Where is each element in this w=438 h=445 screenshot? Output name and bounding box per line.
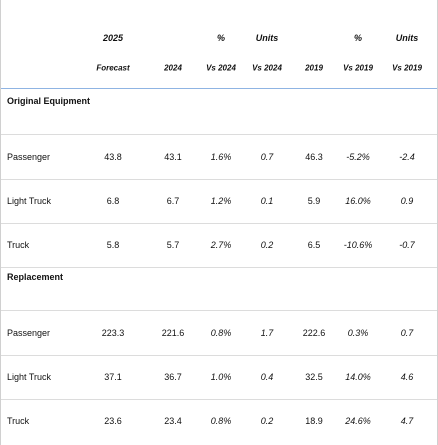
- table-cell: 221.6: [161, 328, 185, 338]
- table-cell: 16.0%: [345, 196, 371, 206]
- table-cell: 223.3: [101, 328, 125, 338]
- row-rule: [1, 399, 437, 400]
- table-cell: 0.4: [260, 372, 274, 382]
- row-rule: [1, 267, 437, 268]
- header-cell: 2025: [102, 33, 124, 43]
- table-cell: 222.6: [302, 328, 326, 338]
- table-cell: 5.9: [307, 196, 321, 206]
- row-label: Truck: [7, 240, 30, 250]
- row-label: Light Truck: [7, 372, 52, 382]
- header-cell: Forecast: [96, 63, 130, 73]
- row-rule: [1, 223, 437, 224]
- table-cell: 43.8: [104, 152, 122, 162]
- table-cell: 0.7: [400, 328, 414, 338]
- row-label: Passenger: [7, 328, 51, 338]
- table-cell: 37.1: [104, 372, 122, 382]
- table-cell: 0.7: [260, 152, 274, 162]
- table-cell: 0.2: [260, 416, 274, 426]
- header-cell: Vs 2019: [343, 63, 373, 73]
- table-cell: 6.8: [106, 196, 120, 206]
- header-cell: 2019: [305, 63, 323, 73]
- table-cell: 24.6%: [345, 416, 371, 426]
- table-cell: 5.7: [166, 240, 180, 250]
- row-label: Truck: [7, 416, 30, 426]
- table-cell: 6.5: [307, 240, 321, 250]
- header-cell: 2024: [164, 63, 182, 73]
- header-cell: %: [353, 33, 363, 43]
- table-cell: 23.4: [164, 416, 182, 426]
- row-rule: [1, 134, 437, 135]
- header-cell: Vs 2019: [392, 63, 422, 73]
- header-cell: %: [216, 33, 226, 43]
- table-cell: 18.9: [305, 416, 323, 426]
- header-cell: Units: [395, 33, 419, 43]
- table-cell: 4.6: [400, 372, 414, 382]
- table-cell: 1.6%: [210, 152, 232, 162]
- table-cell: 0.8%: [210, 416, 232, 426]
- table-cell: 5.8: [106, 240, 120, 250]
- section-title: Replacement: [7, 272, 64, 282]
- table-cell: -5.2%: [346, 152, 370, 162]
- row-label: Passenger: [7, 152, 51, 162]
- header-rule: [1, 88, 437, 89]
- table-cell: 43.1: [164, 152, 182, 162]
- table-cell: 0.1: [260, 196, 274, 206]
- table-cell: 4.7: [400, 416, 414, 426]
- table-cell: 1.2%: [210, 196, 232, 206]
- table-cell: 0.3%: [347, 328, 369, 338]
- row-rule: [1, 179, 437, 180]
- section-title: Original Equipment: [7, 96, 91, 106]
- row-rule: [1, 310, 437, 311]
- table-cell: 36.7: [164, 372, 182, 382]
- table-cell: -10.6%: [343, 240, 373, 250]
- header-cell: Vs 2024: [206, 63, 236, 73]
- table-cell: 14.0%: [345, 372, 371, 382]
- table-cell: 0.2: [260, 240, 274, 250]
- table-cell: 1.0%: [210, 372, 232, 382]
- table-cell: -0.7: [399, 240, 415, 250]
- header-cell: Units: [255, 33, 279, 43]
- table-cell: 2.7%: [210, 240, 232, 250]
- row-rule: [1, 355, 437, 356]
- table-cell: -2.4: [399, 152, 415, 162]
- table-cell: 1.7: [260, 328, 274, 338]
- table-cell: 32.5: [305, 372, 323, 382]
- table-cell: 0.9: [400, 196, 414, 206]
- table-cell: 23.6: [104, 416, 122, 426]
- table-cell: 46.3: [305, 152, 323, 162]
- table-cell: 6.7: [166, 196, 180, 206]
- row-label: Light Truck: [7, 196, 52, 206]
- header-cell: Vs 2024: [252, 63, 282, 73]
- table-cell: 0.8%: [210, 328, 232, 338]
